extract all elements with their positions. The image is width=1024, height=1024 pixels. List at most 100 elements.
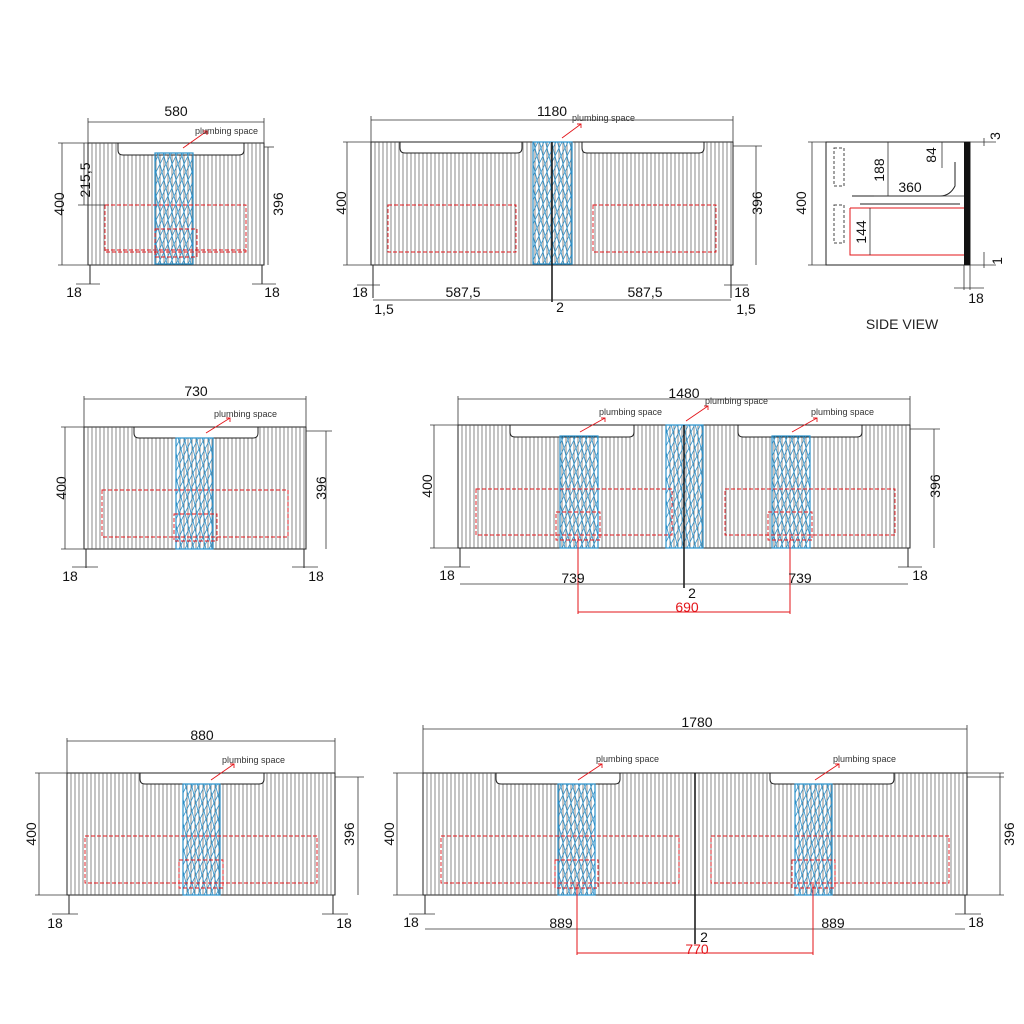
half-dimension-left: 739: [561, 570, 585, 586]
hatch-line: [533, 186, 553, 264]
plumbing-space-note-left: plumbing space: [599, 407, 662, 417]
hatch-line: [784, 436, 810, 538]
hatch-line: [791, 511, 810, 548]
hatch-line: [578, 436, 598, 514]
plumbing-hatch: [533, 142, 572, 264]
hatch-line: [563, 142, 572, 178]
hatch-line: [821, 874, 832, 895]
hatch-line: [571, 784, 595, 877]
hatch-line: [181, 241, 193, 264]
width-dimension: 1480: [668, 385, 699, 401]
plumbing-hatch: [795, 784, 832, 895]
hatch-line: [560, 436, 571, 457]
hatch-line: [208, 784, 220, 829]
hatch-line: [183, 797, 208, 895]
hatch-line: [323, 438, 379, 549]
hatch-line: [533, 142, 569, 213]
hatch-line: [676, 425, 703, 530]
hatch-line: [203, 862, 220, 895]
leg-dimension-right: 18: [336, 915, 352, 931]
hatch-line: [177, 438, 207, 549]
hatch-line: [590, 436, 598, 466]
hatch-line: [820, 784, 832, 829]
hatch-line: [666, 431, 703, 507]
hatch-line: [567, 487, 598, 548]
hatch-line: [772, 526, 778, 548]
hatch-line: [560, 436, 590, 548]
hatch-line: [196, 784, 220, 877]
hatch-line: [157, 193, 193, 264]
hatch-line: [589, 784, 595, 805]
hatch-line: [802, 436, 810, 466]
side-view: 400 188 84 360 144 3 1 18 SIDE VIEW: [793, 132, 1005, 332]
hatch-line: [284, 153, 340, 264]
hatch-line: [779, 487, 810, 548]
plumbing-space-note-right: plumbing space: [811, 407, 874, 417]
hatch-line: [558, 802, 595, 878]
hatch-line: [808, 784, 832, 877]
hatch-line: [772, 436, 789, 469]
drawer-outline: [104, 204, 247, 258]
plumbing-space: [182, 783, 221, 896]
plumbing-space-left: [557, 783, 596, 896]
hatch-line: [195, 438, 213, 507]
hatch-line: [19, 153, 47, 264]
plumbing-hatch: [558, 784, 595, 895]
hatch-line: [666, 426, 697, 548]
hatch-line: [190, 784, 220, 895]
hatch-line: [790, 436, 810, 514]
hatch-line: [560, 451, 598, 529]
hatch-line: [176, 451, 201, 549]
hatch-line: [201, 438, 213, 483]
hatch-line: [183, 814, 220, 890]
plumbing-space-right: [771, 435, 811, 549]
hatch-line: [183, 845, 196, 895]
hatch-line: [155, 238, 162, 264]
hatch-line: [168, 153, 193, 250]
hatch-line: [795, 814, 832, 890]
hatch-line: [176, 456, 213, 532]
hatch-line: [795, 821, 814, 895]
hatch-line: [772, 454, 796, 548]
hatch-line: [560, 436, 583, 481]
fluted-panel: [374, 142, 732, 265]
basin-span-dimension: 770: [685, 941, 709, 957]
plumbing-space-note-right: plumbing space: [833, 754, 896, 764]
hatch-line: [778, 436, 808, 548]
height-dimension-right: 396: [270, 192, 286, 216]
height-dimension-right: 396: [341, 822, 357, 846]
hatch-line: [803, 838, 832, 895]
hatch-line: [184, 784, 214, 895]
depth-dimension: 360: [898, 179, 922, 195]
hatch-line: [577, 784, 595, 853]
hatch-line: [579, 511, 598, 548]
hatch-line: [545, 142, 572, 250]
hatch-line: [558, 821, 577, 895]
gap-dimension-right: 1,5: [736, 301, 756, 317]
hatch-line: [197, 850, 220, 895]
hatch-line: [155, 181, 193, 259]
basin-cutout-left: [495, 772, 621, 785]
hatch-line: [688, 425, 703, 482]
basin-depth-dimension: 188: [871, 158, 887, 182]
height-dimension-right: 396: [1001, 822, 1017, 846]
hatch-line: [25, 153, 53, 264]
hatch-line: [560, 502, 572, 548]
half-dimension-right: 739: [788, 570, 812, 586]
hatch-line: [826, 784, 832, 805]
view-730: plumbing space 730 400 396 18 18: [53, 383, 379, 584]
hatch-line: [584, 874, 595, 895]
hatch-line: [694, 425, 703, 458]
hatch-line: [666, 425, 689, 471]
hatch-line: [772, 436, 783, 457]
hatch-line: [666, 443, 703, 519]
hatch-line: [551, 142, 572, 226]
height-dimension-right: 396: [313, 476, 329, 500]
basin-cutout-left: [509, 424, 635, 438]
hatch-line: [190, 504, 213, 549]
hatch-line: [795, 797, 820, 895]
half-dimension-left: 889: [549, 915, 573, 931]
hatch-line: [176, 523, 183, 549]
gap-dimension-left: 1,5: [374, 301, 394, 317]
